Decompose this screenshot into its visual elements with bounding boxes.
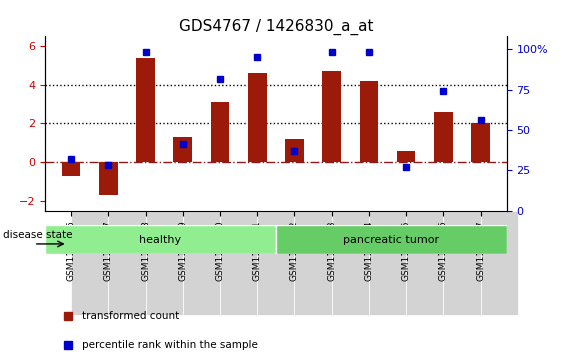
FancyBboxPatch shape: [108, 211, 146, 315]
FancyBboxPatch shape: [146, 211, 183, 315]
Bar: [434, 112, 453, 162]
Bar: [99, 162, 118, 195]
FancyBboxPatch shape: [294, 211, 332, 315]
Text: transformed count: transformed count: [82, 311, 179, 321]
Bar: [248, 73, 266, 162]
Bar: [397, 151, 415, 162]
Bar: [323, 71, 341, 162]
Bar: [211, 102, 229, 162]
FancyBboxPatch shape: [45, 225, 276, 254]
FancyBboxPatch shape: [481, 211, 518, 315]
Bar: [471, 123, 490, 162]
Bar: [173, 137, 192, 162]
FancyBboxPatch shape: [406, 211, 444, 315]
FancyBboxPatch shape: [257, 211, 294, 315]
Text: pancreatic tumor: pancreatic tumor: [343, 234, 439, 245]
Bar: [360, 81, 378, 162]
Text: percentile rank within the sample: percentile rank within the sample: [82, 340, 258, 350]
FancyBboxPatch shape: [332, 211, 369, 315]
Text: healthy: healthy: [140, 234, 181, 245]
Bar: [136, 58, 155, 162]
Title: GDS4767 / 1426830_a_at: GDS4767 / 1426830_a_at: [178, 19, 373, 35]
Bar: [62, 162, 81, 176]
FancyBboxPatch shape: [183, 211, 220, 315]
FancyBboxPatch shape: [369, 211, 406, 315]
FancyBboxPatch shape: [71, 211, 108, 315]
FancyBboxPatch shape: [220, 211, 257, 315]
FancyBboxPatch shape: [444, 211, 481, 315]
Bar: [285, 139, 304, 162]
Text: disease state: disease state: [3, 230, 73, 240]
FancyBboxPatch shape: [276, 225, 507, 254]
